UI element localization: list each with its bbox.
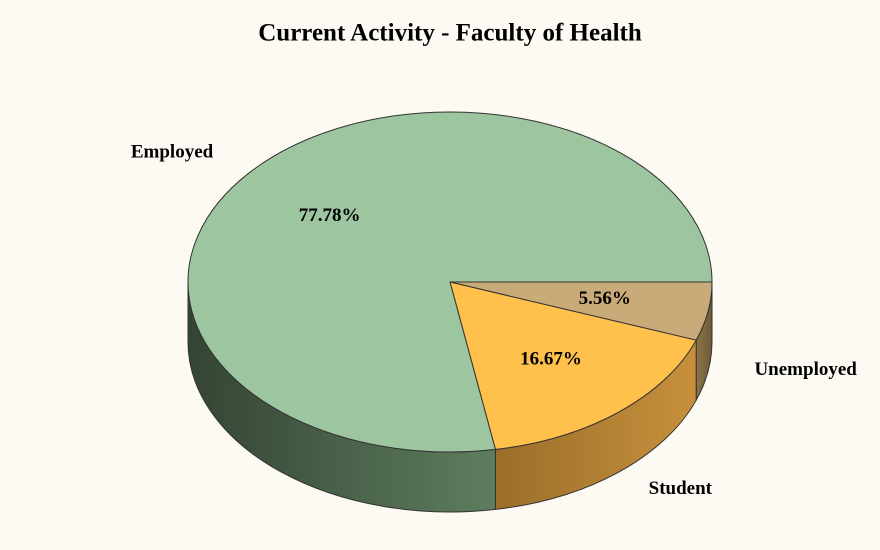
pie-labels: 5.56% Unemployed 16.67% Student 77.78% Employ… xyxy=(131,141,857,499)
value-label: 77.78% xyxy=(299,205,361,226)
category-label: Employed xyxy=(131,141,214,162)
value-label: 5.56% xyxy=(579,288,631,309)
category-label: Unemployed xyxy=(754,359,857,380)
pie-slice xyxy=(449,281,697,450)
chart-title: Current Activity - Faculty of Health xyxy=(258,20,642,47)
pie-tops xyxy=(187,111,713,453)
value-label: 16.67% xyxy=(520,349,582,370)
category-label: Student xyxy=(649,478,713,499)
pie-slice xyxy=(187,111,713,453)
